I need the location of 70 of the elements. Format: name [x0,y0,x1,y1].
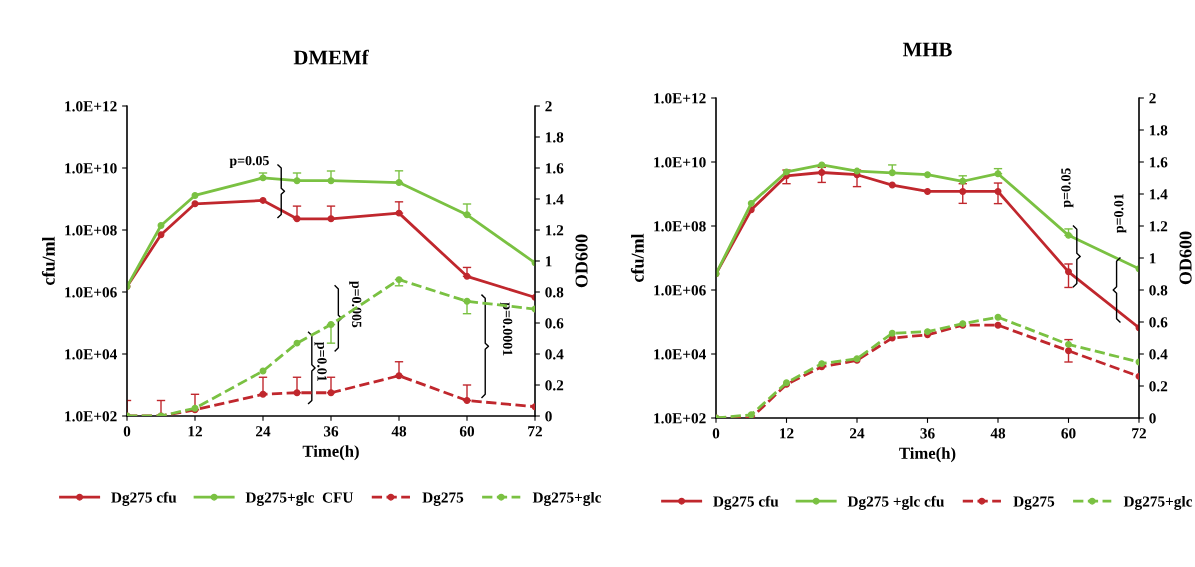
x-tick-label: 48 [990,428,1006,439]
x-axis-title: Time(h) [899,447,956,463]
y2-tick-label: 0 [1149,413,1156,424]
y2-axis-title: OD600 [575,234,588,288]
y2-tick-label: 1.4 [545,194,564,205]
legend-label: Dg275+glc CFU [245,491,354,506]
y-tick-label: 1.0E+10 [654,157,706,168]
y2-tick-label: 1.6 [545,163,564,174]
y-axis-title: cfu/ml [41,236,55,285]
legend-label: Dg275+glc [532,491,602,506]
x-tick-label: 24 [256,426,271,437]
y2-tick-label: 0.4 [545,349,564,360]
y-tick-label: 1.0E+04 [654,349,706,360]
x-tick-label: 60 [459,426,475,437]
annotation: p=0.05 [1061,168,1074,208]
y2-tick-label: 0.6 [1149,317,1168,328]
legend-label: Dg275+glc [1123,495,1193,510]
y-tick-label: 1.0E+02 [65,411,117,422]
y2-tick-label: 0.8 [1149,285,1168,296]
x-tick-label: 12 [780,428,794,439]
x-tick-label: 0 [123,426,131,437]
y-tick-label: 1.0E+10 [65,163,117,174]
y-tick-label: 1.0E+02 [654,413,706,424]
y-tick-label: 1.0E+08 [654,221,706,232]
y2-tick-label: 1.2 [545,225,564,236]
y-tick-label: 1.0E+06 [65,287,117,298]
legend-label: Dg275 cfu [111,491,177,506]
annotation: p=0.005 [349,281,362,328]
x-tick-label: 48 [391,426,407,437]
y2-tick-label: 1.2 [1149,221,1168,232]
legend-label: Dg275 cfu [713,495,779,510]
y2-tick-label: 0 [545,411,552,422]
legend-label: Dg275 [422,492,464,506]
y2-tick-label: 1.8 [1149,125,1168,136]
x-tick-label: 36 [323,426,339,437]
x-tick-label: 12 [188,426,202,437]
y2-tick-label: 0.2 [1149,381,1168,392]
y-tick-label: 1.0E+06 [654,285,706,296]
y2-tick-label: 0.6 [545,318,564,329]
y2-tick-label: 1 [545,256,552,267]
y2-tick-label: 1.6 [1149,157,1168,168]
legend-label: Dg275 +glc cfu [847,495,945,510]
chart-title: MHB [902,42,952,57]
y2-tick-label: 2 [545,101,552,112]
x-tick-label: 72 [1132,428,1146,439]
y2-tick-label: 0.2 [545,380,564,391]
x-axis-title: Time(h) [302,445,359,461]
y2-tick-label: 1.8 [545,132,564,143]
y2-axis-title: OD600 [1179,231,1192,285]
annotation: p=0.01 [1114,193,1127,233]
x-tick-label: 24 [850,428,865,439]
chart-title: DMEMf [293,49,369,65]
x-tick-label: 60 [1061,428,1076,439]
y2-tick-label: 1.4 [1149,189,1168,200]
x-tick-label: 36 [920,428,935,439]
y2-tick-label: 2 [1149,93,1156,104]
y2-tick-label: 0.8 [545,287,564,298]
y2-tick-label: 0.4 [1149,349,1168,360]
y-tick-label: 1.0E+12 [654,93,706,104]
y-axis-title: cfu/ml [630,233,644,282]
y-tick-label: 1.0E+12 [65,101,117,112]
y2-tick-label: 1 [1149,253,1156,264]
y-tick-label: 1.0E+04 [65,349,117,360]
y-tick-label: 1.0E+08 [65,225,117,236]
annotation: p=0.05 [229,155,269,169]
annotation: p=0.0001 [500,302,513,356]
annotation: p=0.01 [314,341,327,381]
x-tick-label: 72 [528,426,542,437]
x-tick-label: 0 [712,428,720,439]
legend-label: Dg275 [1013,496,1055,510]
